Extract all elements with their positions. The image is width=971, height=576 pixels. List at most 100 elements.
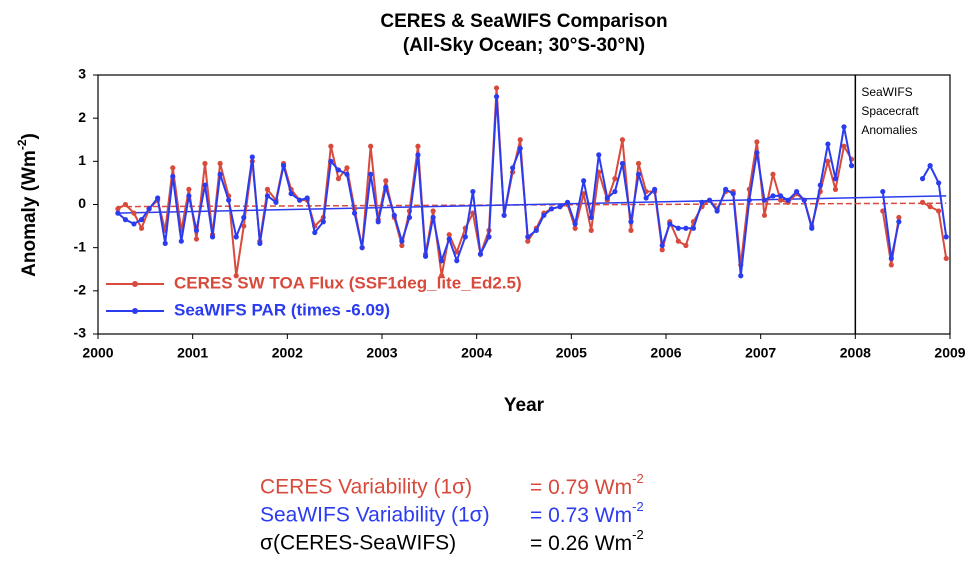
series-point — [548, 206, 555, 212]
series-point — [312, 229, 318, 236]
series-point — [202, 160, 208, 167]
series-point — [588, 227, 594, 233]
series-point — [257, 240, 263, 246]
series-point — [430, 214, 436, 221]
series-point — [454, 258, 460, 264]
series-point — [888, 255, 894, 262]
series-point — [217, 171, 223, 177]
series-point — [706, 197, 713, 203]
x-axis-label: Year — [504, 395, 545, 416]
series-point — [652, 186, 658, 192]
series-point — [399, 238, 405, 244]
series-point — [754, 139, 760, 145]
series-point — [604, 195, 610, 201]
series-point — [470, 188, 476, 195]
series-point — [186, 193, 192, 199]
y-tick-label: -3 — [74, 325, 87, 341]
y-tick-label: 0 — [78, 195, 86, 211]
series-point — [226, 197, 232, 203]
series-point — [264, 193, 271, 199]
y-axis-label-end: ) — [19, 133, 40, 139]
series-point — [936, 208, 942, 214]
series-line — [117, 96, 853, 276]
y-axis-label: Anomaly (Wm-2) — [15, 133, 40, 277]
trend-line — [116, 195, 947, 214]
series-point — [825, 158, 831, 164]
series-point — [328, 158, 334, 164]
series-point — [533, 227, 539, 233]
series-point — [723, 186, 729, 192]
series-point — [628, 227, 634, 233]
y-tick-label: 2 — [78, 109, 86, 125]
series-point — [193, 236, 200, 242]
series-point — [777, 193, 784, 199]
series-point — [335, 176, 342, 182]
series-point — [510, 165, 516, 171]
series-point — [683, 225, 689, 231]
series-point — [383, 178, 389, 184]
x-tick-label: 2008 — [840, 345, 871, 361]
stat-label: SeaWIFS Variability (1σ) — [260, 504, 490, 527]
series-point — [659, 247, 665, 253]
series-point — [817, 182, 823, 188]
series-point — [439, 273, 445, 279]
series-point — [351, 210, 358, 216]
x-tick-label: 2000 — [82, 345, 113, 361]
series-point — [178, 238, 184, 244]
y-axis-label-sup: -2 — [15, 139, 29, 150]
series-point — [344, 165, 350, 171]
stat-value-text: = 0.79 Wm — [530, 476, 632, 499]
legend-marker — [132, 308, 138, 314]
series-point — [880, 188, 886, 195]
series-point — [280, 163, 287, 169]
series-point — [943, 255, 949, 262]
series-point — [368, 143, 374, 149]
series-point — [138, 217, 145, 223]
series-point — [375, 219, 381, 225]
series-point — [635, 160, 642, 167]
series-point — [643, 195, 649, 201]
series-point — [841, 143, 847, 149]
series-point — [517, 137, 523, 143]
series-point — [249, 154, 255, 160]
series-point — [304, 195, 310, 201]
series-point — [517, 145, 523, 151]
series-point — [635, 171, 642, 177]
series-point — [919, 176, 926, 182]
series-point — [809, 225, 815, 231]
x-tick-label: 2009 — [934, 345, 965, 361]
stat-value: = 0.73 Wm-2 — [530, 499, 644, 526]
series-point — [122, 201, 129, 208]
series-point — [406, 214, 413, 221]
series-point — [415, 143, 421, 149]
series-point — [659, 242, 665, 249]
series-point — [241, 214, 247, 221]
annotation: Spacecraft — [861, 104, 919, 118]
series-line — [922, 201, 948, 259]
stat-value-sup: -2 — [632, 499, 644, 514]
series-point — [896, 219, 902, 225]
series-point — [628, 219, 634, 225]
series-point — [619, 137, 626, 143]
series-point — [541, 212, 547, 218]
series-point — [328, 143, 334, 149]
series-point — [335, 167, 342, 173]
series-point — [233, 234, 239, 240]
series-point — [785, 197, 791, 203]
series-point — [368, 171, 374, 177]
series-point — [115, 206, 121, 212]
series-point — [146, 206, 152, 212]
x-tick-label: 2006 — [650, 345, 681, 361]
y-tick-label: 3 — [78, 66, 86, 82]
series-point — [754, 150, 760, 156]
series-point — [557, 204, 563, 210]
x-tick-label: 2003 — [366, 345, 397, 361]
series-point — [825, 141, 831, 147]
legend-label: CERES SW TOA Flux (SSF1deg_lite_Ed2.5) — [174, 273, 522, 292]
series-point — [699, 199, 705, 205]
series-point — [186, 186, 192, 192]
series-point — [841, 124, 847, 130]
series-point — [612, 188, 618, 195]
series-point — [777, 197, 784, 203]
stat-value-text: = 0.73 Wm — [530, 504, 632, 527]
